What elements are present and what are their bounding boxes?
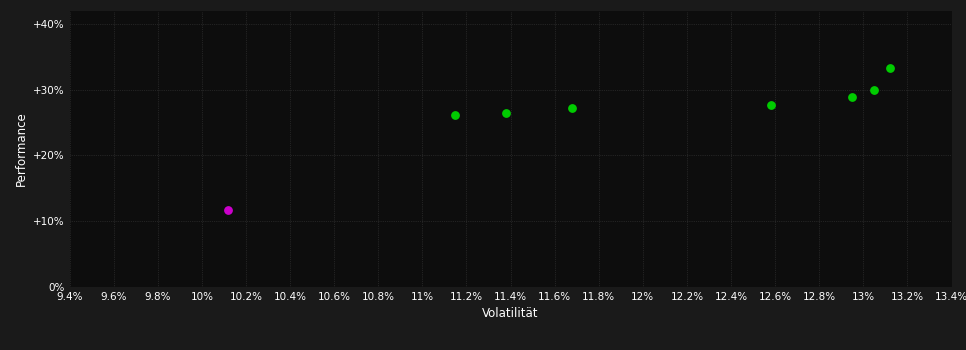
Point	[844, 94, 860, 99]
Point	[447, 112, 463, 118]
X-axis label: Volatilität: Volatilität	[482, 307, 539, 320]
Point	[763, 103, 779, 108]
Point	[498, 110, 514, 116]
Y-axis label: Performance: Performance	[14, 111, 27, 186]
Point	[564, 105, 580, 111]
Point	[867, 88, 882, 93]
Point	[220, 207, 236, 213]
Point	[882, 66, 897, 71]
